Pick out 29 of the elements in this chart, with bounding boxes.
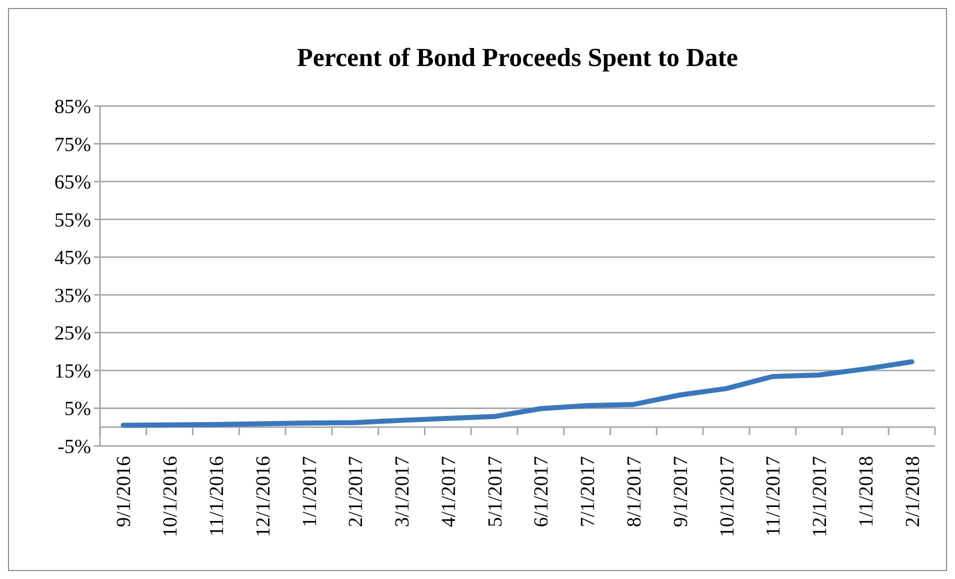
x-tick-label: 6/1/2017 xyxy=(530,456,553,528)
x-tick-label: 7/1/2017 xyxy=(577,456,600,528)
x-tick-label: 8/1/2017 xyxy=(623,456,646,528)
x-tick-label: 12/1/2016 xyxy=(252,456,274,538)
x-tick-label: 10/1/2016 xyxy=(160,456,182,538)
y-tick-label: 45% xyxy=(54,247,91,270)
y-tick-label: 75% xyxy=(54,134,91,156)
x-tick-label: 9/1/2017 xyxy=(670,456,692,528)
x-tick-label: 10/1/2017 xyxy=(716,456,738,538)
y-tick-label: 35% xyxy=(54,284,91,307)
x-tick-label: 4/1/2017 xyxy=(438,456,460,528)
y-tick-label: 25% xyxy=(54,322,91,345)
y-tick-label: 5% xyxy=(64,398,91,420)
y-tick-label: 85% xyxy=(54,96,91,118)
y-tick-label: 15% xyxy=(54,360,91,382)
x-tick-label: 2/1/2017 xyxy=(345,456,368,528)
x-tick-label: 2/1/2018 xyxy=(902,456,924,528)
x-tick-label: 1/1/2017 xyxy=(298,456,321,528)
y-tick-label: 65% xyxy=(54,172,91,194)
y-tick-label: -5% xyxy=(58,436,91,458)
y-tick-label: 55% xyxy=(54,209,91,232)
x-tick-label: 5/1/2017 xyxy=(484,456,506,528)
x-tick-label: 9/1/2016 xyxy=(113,456,136,528)
x-tick-label: 12/1/2017 xyxy=(809,456,832,538)
x-tick-label: 3/1/2017 xyxy=(392,456,414,528)
x-tick-label: 11/1/2016 xyxy=(206,456,228,536)
chart-title: Percent of Bond Proceeds Spent to Date xyxy=(297,43,738,72)
x-tick-label: 11/1/2017 xyxy=(762,456,785,536)
x-tick-label: 1/1/2018 xyxy=(855,456,878,528)
